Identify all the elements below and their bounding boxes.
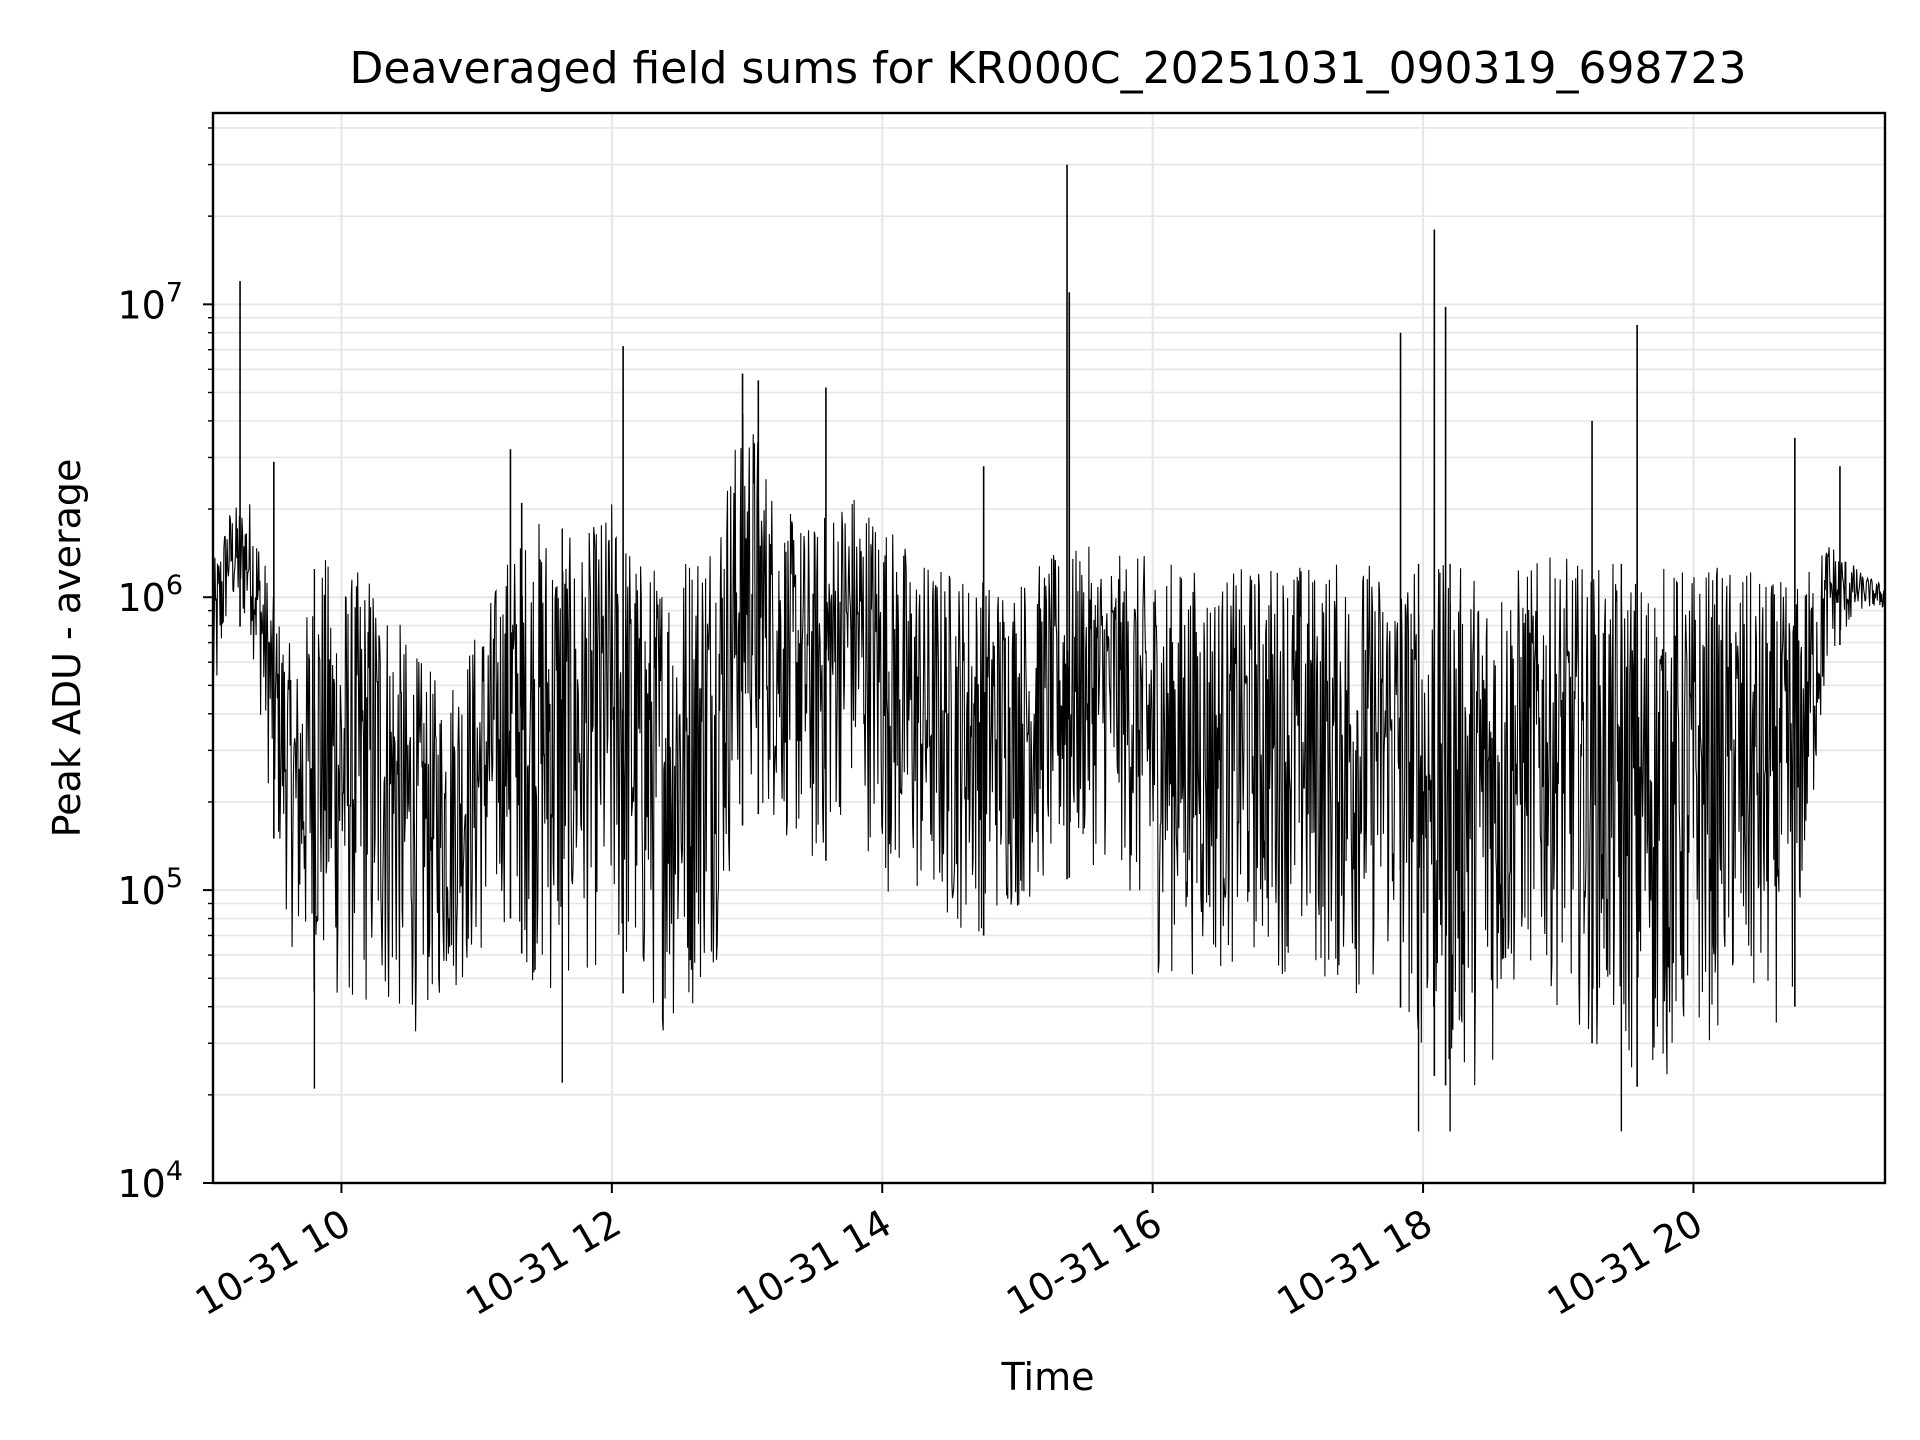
y-axis-label: Peak ADU - average: [45, 459, 89, 838]
y-tick-label: 104: [117, 1156, 183, 1206]
series-line: [213, 414, 1885, 1086]
x-axis-label: Time: [1001, 1355, 1095, 1399]
chart-title: Deaveraged field sums for KR000C_2025103…: [350, 43, 1747, 94]
y-axis: 104 105 106 107: [117, 127, 213, 1206]
data-series: [213, 164, 1885, 1132]
plot-frame: [211, 111, 1887, 1185]
y-tick-label: 105: [117, 863, 183, 913]
y-tick-label: 107: [117, 277, 183, 327]
y-tick-label: 106: [117, 570, 183, 620]
